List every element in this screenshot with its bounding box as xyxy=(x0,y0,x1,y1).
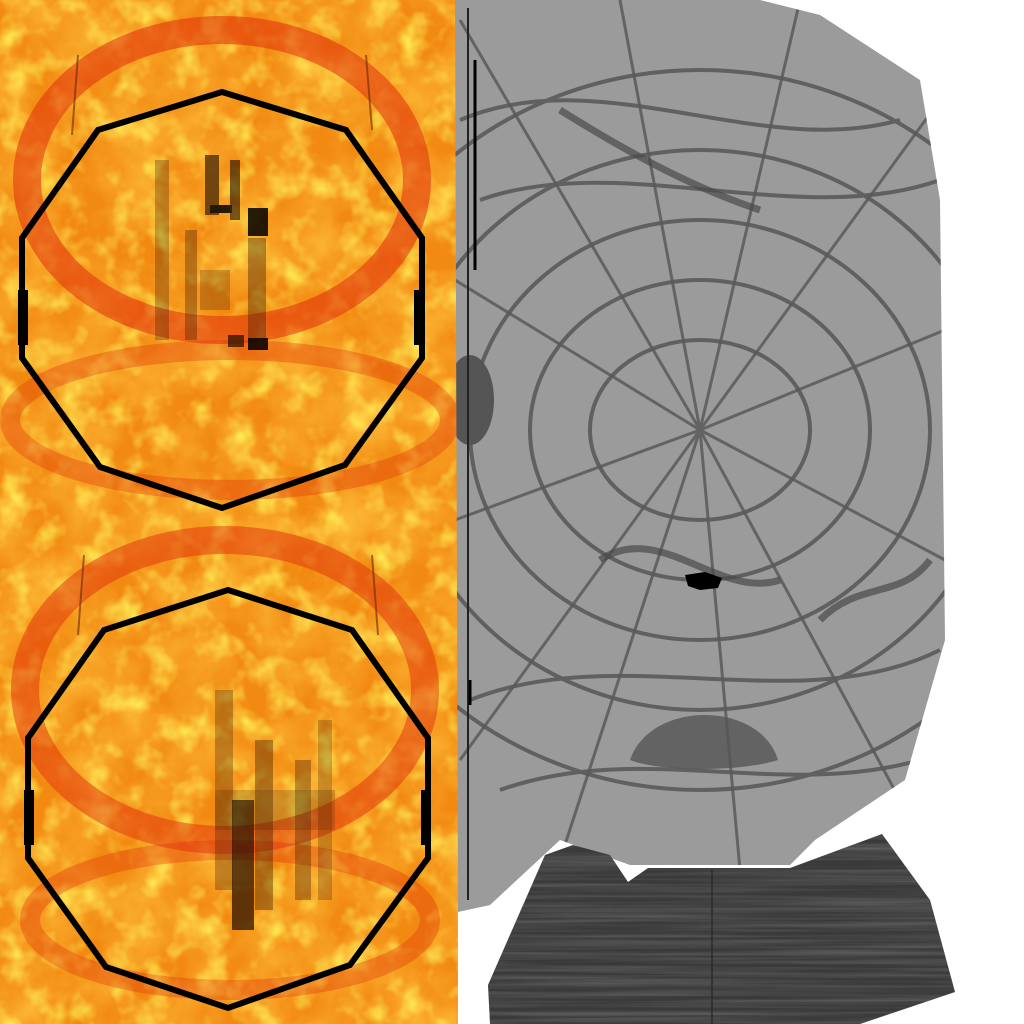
lower-ring xyxy=(24,586,431,1012)
lower-ring-marks xyxy=(215,690,335,930)
lava-panel xyxy=(0,0,460,1024)
upper-ring xyxy=(18,88,425,512)
web-panel xyxy=(455,0,945,912)
upper-ring-marks xyxy=(155,155,268,350)
